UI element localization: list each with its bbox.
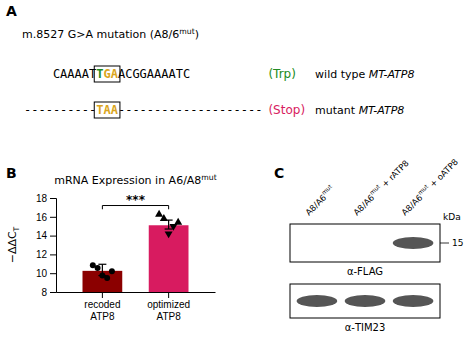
- y-axis-label: −ΔΔCT: [6, 226, 21, 263]
- tick-mark: [50, 273, 56, 274]
- band: [393, 237, 434, 249]
- tick-label: 12: [36, 249, 48, 260]
- text-part: T: [12, 226, 21, 232]
- text-part: MT-ATP8: [359, 104, 405, 117]
- text-part: mRNA Expression in A6/A8: [54, 174, 201, 187]
- axis-line: [50, 199, 57, 293]
- blot-label: α-FLAG: [347, 266, 383, 277]
- tick-mark: [50, 198, 56, 199]
- tick-mark: [102, 292, 103, 298]
- tick: 8: [41, 287, 56, 298]
- tick-mark: [50, 292, 56, 293]
- data-point: [174, 218, 182, 225]
- sequence: ACGGAAAATC: [118, 67, 190, 81]
- row-label: mutant MT-ATP8: [315, 104, 404, 117]
- sequence: GA: [103, 67, 118, 81]
- tick: 14: [36, 230, 56, 241]
- text-part: −ΔΔC: [6, 231, 19, 263]
- tick-mark: [50, 217, 56, 218]
- x-axis: recodedATP8optimizedATP8: [57, 292, 216, 322]
- tick-label-line: recoded: [84, 299, 120, 310]
- band: [345, 295, 386, 307]
- error-bar-cap: [165, 228, 173, 229]
- tick-label: 18: [36, 193, 48, 204]
- lane-label: A8/A6mut: [302, 182, 337, 217]
- size-marker-label: 15: [452, 238, 463, 248]
- blot-label: α-TIM23: [345, 322, 386, 333]
- tick-label-line: ATP8: [156, 311, 181, 322]
- tick-label: 14: [36, 230, 48, 241]
- panel-blot: CA8/A6mutA8/A6mut + rATP8A8/A6mut + oATP…: [274, 155, 463, 333]
- significance-label: ***: [126, 193, 146, 207]
- lane-label: A8/A6mut + oATP8: [398, 155, 460, 217]
- tick-label: recodedATP8: [84, 299, 120, 322]
- axis-line: [57, 292, 216, 293]
- text-part: mut: [320, 182, 334, 196]
- data-point: [109, 268, 115, 274]
- blot-frame: [290, 284, 440, 318]
- error-bar-stem: [168, 220, 169, 229]
- sequence: ----------: [24, 103, 96, 117]
- text-part: + oATP8: [426, 157, 460, 191]
- plot-area: [83, 206, 189, 292]
- data-point: [155, 210, 163, 217]
- text-part: A8/A6: [351, 192, 376, 217]
- panel-label: C: [274, 165, 284, 181]
- tick-label: optimizedATP8: [147, 299, 190, 322]
- amino-acid: (Stop): [268, 103, 305, 117]
- text-part: MT-ATP8: [369, 68, 415, 81]
- amino-acid: (Trp): [268, 67, 295, 81]
- data-point: [169, 224, 177, 231]
- panel-sequence: Am.8527 G>A mutation (A8/6mut) CAAAATTGAA…: [6, 3, 414, 118]
- data-point: [160, 214, 168, 221]
- sequence: T: [96, 67, 103, 81]
- y-axis: 8 10 12 14 16 18: [36, 193, 57, 298]
- text-part: mutant: [315, 104, 359, 117]
- data-point: [95, 265, 101, 271]
- tick-label-line: optimized: [147, 299, 190, 310]
- sequence: CAAAAT: [53, 67, 96, 81]
- tick-label: 8: [41, 287, 47, 298]
- text-part: + rATP8: [378, 158, 411, 191]
- tick-label: 10: [36, 268, 48, 279]
- text-part: m.8527 G>A mutation (A8/6: [22, 28, 179, 41]
- bar: [83, 271, 123, 292]
- text-part: mut: [179, 27, 194, 36]
- band: [393, 295, 434, 307]
- panel-label: B: [6, 165, 17, 181]
- tick-mark: [50, 254, 56, 255]
- sequence: --------------------: [118, 103, 263, 117]
- mutation-line: m.8527 G>A mutation (A8/6mut): [22, 27, 199, 41]
- text-part: A8/A6: [399, 192, 424, 217]
- unit-label: kDa: [443, 212, 461, 222]
- panel-bar: BmRNA Expression in A6/A8mut −ΔΔCT 8 10 12 14…: [6, 165, 217, 322]
- data-point: [165, 231, 173, 238]
- title: mRNA Expression in A6/A8mut: [54, 173, 216, 187]
- tick-mark: [50, 236, 56, 237]
- panel-label: A: [6, 3, 17, 19]
- tick-label-line: ATP8: [90, 311, 115, 322]
- tick: 10: [36, 268, 56, 279]
- sequence: TAA: [96, 103, 118, 117]
- text-part: wild type: [315, 68, 369, 81]
- row-label: wild type MT-ATP8: [315, 68, 414, 81]
- codon-box: [94, 66, 120, 82]
- tick-label: 16: [36, 212, 48, 223]
- text-part: mut: [201, 173, 216, 182]
- text-part: A8/A6: [303, 192, 328, 217]
- tick: 18: [36, 193, 56, 204]
- text-part: ): [195, 28, 199, 41]
- tick: recodedATP8: [84, 292, 120, 322]
- size-marker: [440, 243, 449, 244]
- tick: optimizedATP8: [147, 292, 190, 322]
- band: [297, 295, 338, 307]
- bar: [149, 225, 189, 292]
- tick-mark: [168, 292, 169, 298]
- tick: 16: [36, 212, 56, 223]
- tick: 12: [36, 249, 56, 260]
- data-point: [104, 275, 110, 281]
- codon-box: [94, 102, 120, 118]
- error-bar-cap: [98, 264, 106, 265]
- blot-frame: [290, 224, 440, 262]
